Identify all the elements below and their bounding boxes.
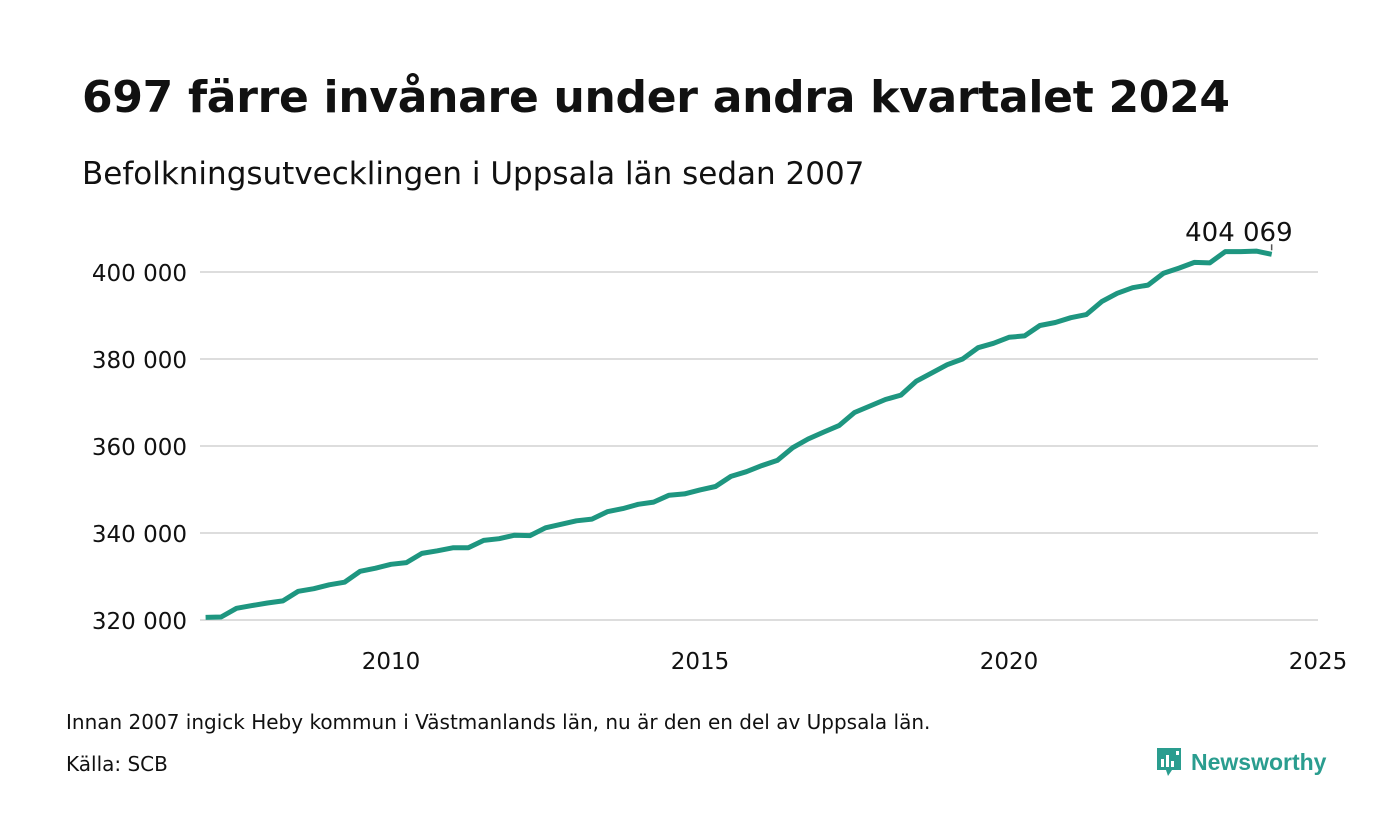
chart-note: Innan 2007 ingick Heby kommun i Västmanl…: [66, 710, 931, 734]
newsworthy-logo-icon: [1157, 748, 1181, 776]
y-tick-label: 360 000: [92, 435, 187, 461]
x-tick-label: 2020: [980, 649, 1039, 675]
y-tick-label: 380 000: [92, 348, 187, 374]
y-tick-label: 400 000: [92, 261, 187, 287]
population-line: [205, 248, 1273, 620]
y-tick-label: 340 000: [92, 522, 187, 548]
x-tick-label: 2010: [362, 649, 421, 675]
x-tick-label: 2015: [671, 649, 730, 675]
x-tick-label: 2025: [1289, 649, 1348, 675]
chart-subtitle: Befolkningsutvecklingen i Uppsala län se…: [82, 156, 865, 192]
brand-name: Newsworthy: [1191, 748, 1327, 775]
chart-source: Källa: SCB: [66, 752, 168, 776]
line-chart: 320 000 340 000 360 000 380 000 400 000 2010 2…: [92, 218, 1348, 675]
newsworthy-brand[interactable]: Newsworthy: [1155, 746, 1326, 778]
end-value-label: 404 069: [1185, 218, 1293, 248]
y-tick-label: 320 000: [92, 609, 187, 635]
chart-title: 697 färre invånare under andra kvartalet…: [82, 72, 1230, 123]
